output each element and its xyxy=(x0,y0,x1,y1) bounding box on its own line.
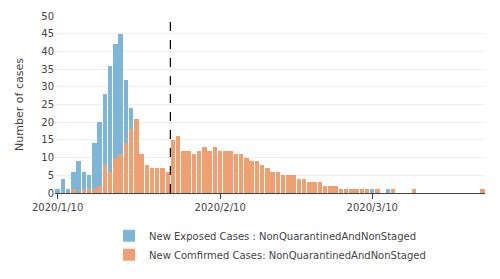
svg-text:2020/1/10: 2020/1/10 xyxy=(32,202,83,213)
svg-text:10: 10 xyxy=(41,152,54,163)
svg-text:2020/3/10: 2020/3/10 xyxy=(347,202,398,213)
svg-text:0: 0 xyxy=(48,188,54,199)
svg-text:New Comfirmed Cases: NonQuaran: New Comfirmed Cases: NonQuarantinedAndNo… xyxy=(149,250,426,261)
svg-text:2020/2/10: 2020/2/10 xyxy=(195,202,246,213)
svg-text:5: 5 xyxy=(48,170,54,181)
svg-text:50: 50 xyxy=(41,11,54,22)
svg-text:Number of cases: Number of cases xyxy=(13,58,26,151)
svg-text:25: 25 xyxy=(41,99,54,110)
svg-text:15: 15 xyxy=(41,134,54,145)
svg-text:40: 40 xyxy=(41,46,54,57)
svg-text:45: 45 xyxy=(41,28,54,39)
svg-text:20: 20 xyxy=(41,117,54,128)
svg-text:35: 35 xyxy=(41,64,54,75)
svg-text:30: 30 xyxy=(41,81,54,92)
svg-text:New Exposed Cases : NonQuarant: New Exposed Cases : NonQuarantinedAndNon… xyxy=(149,231,416,242)
